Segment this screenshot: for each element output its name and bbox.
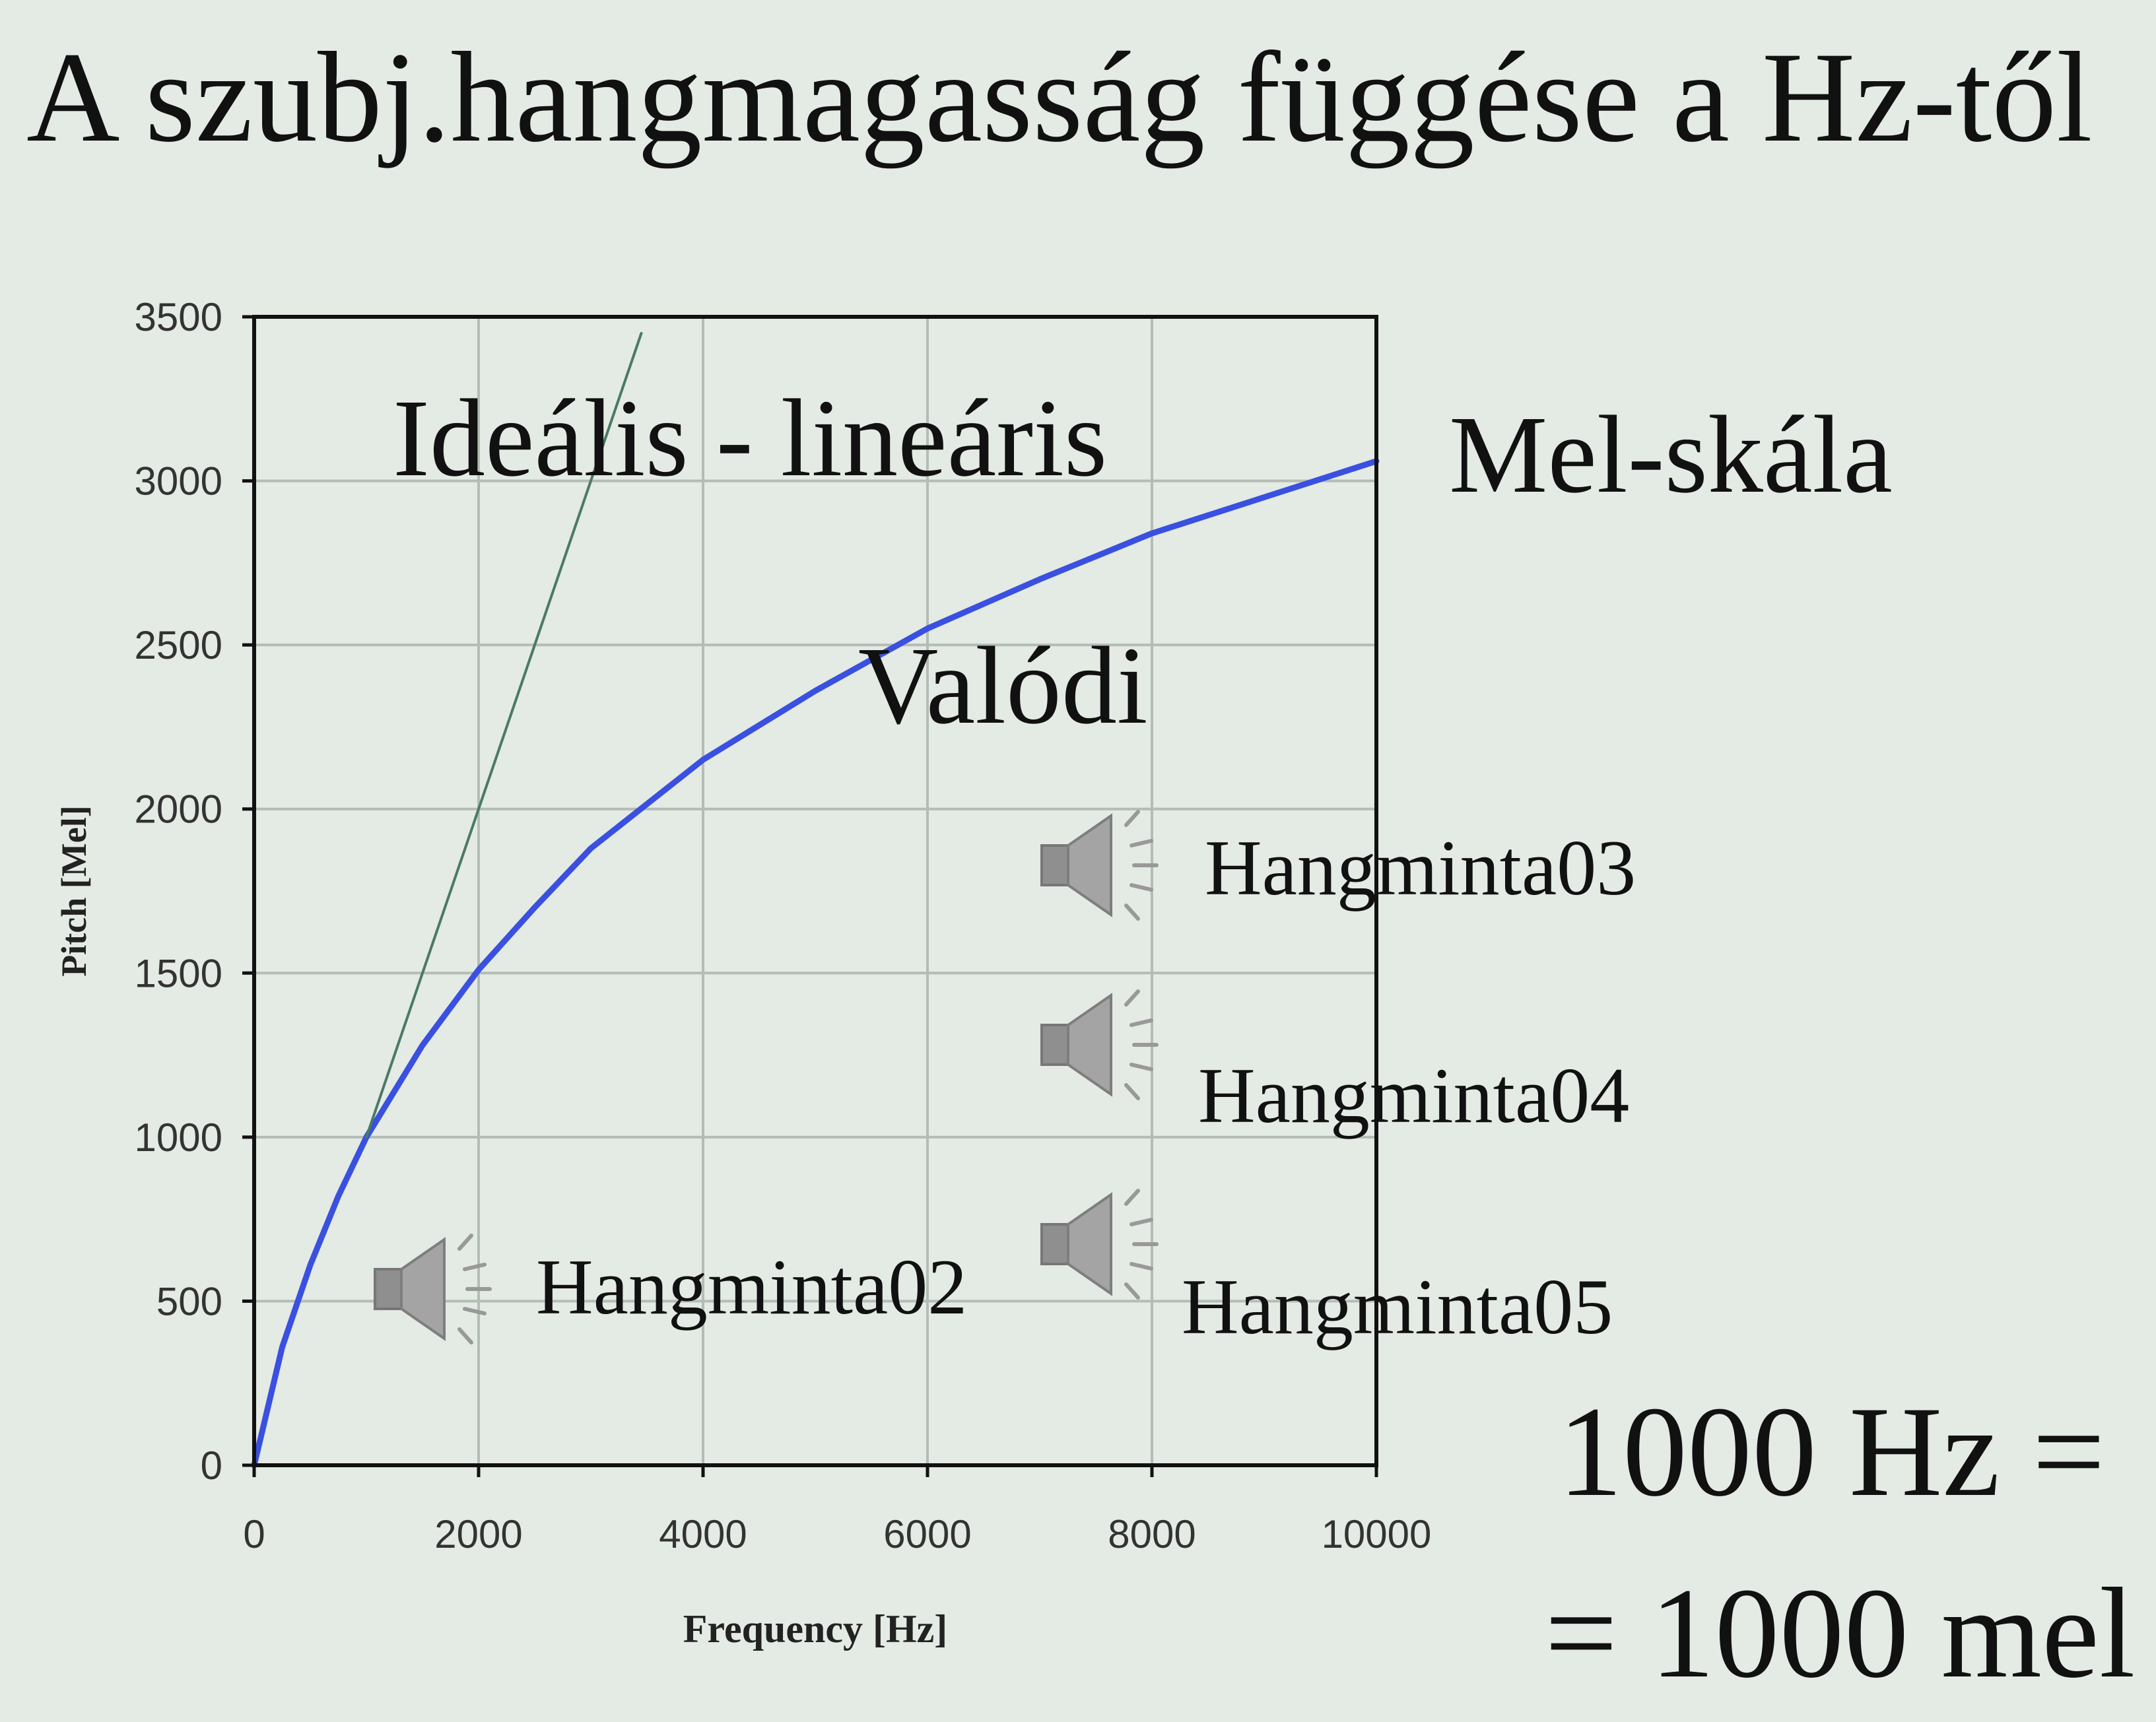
plot-frame — [252, 315, 1378, 1467]
sample-label-05[interactable]: Hangminta05 — [1182, 1263, 1613, 1350]
speaker-icon[interactable] — [1040, 810, 1159, 921]
series-line-ideal-linear — [365, 331, 643, 1139]
x-tick-label: 2000 — [434, 1512, 522, 1556]
y-axis-label: Pitch [Mel] — [54, 805, 94, 976]
slide-title: A szubj.hangmagasság függése a Hz-től — [26, 26, 2093, 169]
y-tick-label: 0 — [201, 1443, 222, 1488]
y-tick-label: 1000 — [135, 1115, 222, 1160]
sample-label-03[interactable]: Hangminta03 — [1205, 824, 1636, 911]
speaker-icon[interactable] — [374, 1234, 492, 1344]
y-tick-label: 500 — [156, 1279, 222, 1323]
mel-scale-label: Mel-skála — [1449, 393, 1893, 516]
sample-label-02[interactable]: Hangminta02 — [536, 1243, 967, 1331]
equation-line-1: 1000 Hz = — [1558, 1380, 2105, 1523]
x-tick-label: 4000 — [659, 1512, 747, 1556]
y-tick-label: 2500 — [135, 623, 222, 667]
x-tick-label: 6000 — [883, 1512, 971, 1556]
chart-ticks: 0 2000 4000 6000 8000 10000 0 500 1000 1500 2000 25… — [135, 295, 1432, 1556]
y-tick-label: 3500 — [135, 295, 222, 339]
x-axis-label: Frequency [Hz] — [683, 1607, 947, 1651]
ideal-linear-label: Ideális - lineáris — [393, 377, 1107, 500]
chart-grid — [254, 317, 1376, 1465]
y-tick-label: 2000 — [135, 787, 222, 832]
chart-series — [251, 331, 1380, 1469]
x-tick-label: 10000 — [1322, 1512, 1432, 1556]
speaker-icon[interactable] — [1040, 1189, 1159, 1300]
y-tick-label: 3000 — [135, 459, 222, 504]
real-curve-label: Valódi — [858, 624, 1148, 747]
sample-label-04[interactable]: Hangminta04 — [1198, 1051, 1629, 1139]
speaker-icon[interactable] — [1040, 989, 1159, 1100]
x-tick-label: 8000 — [1108, 1512, 1196, 1556]
x-tick-label: 0 — [243, 1512, 265, 1556]
series-line-real — [251, 458, 1380, 1469]
y-tick-label: 1500 — [135, 951, 222, 995]
equation-line-2: = 1000 mel — [1545, 1562, 2135, 1705]
